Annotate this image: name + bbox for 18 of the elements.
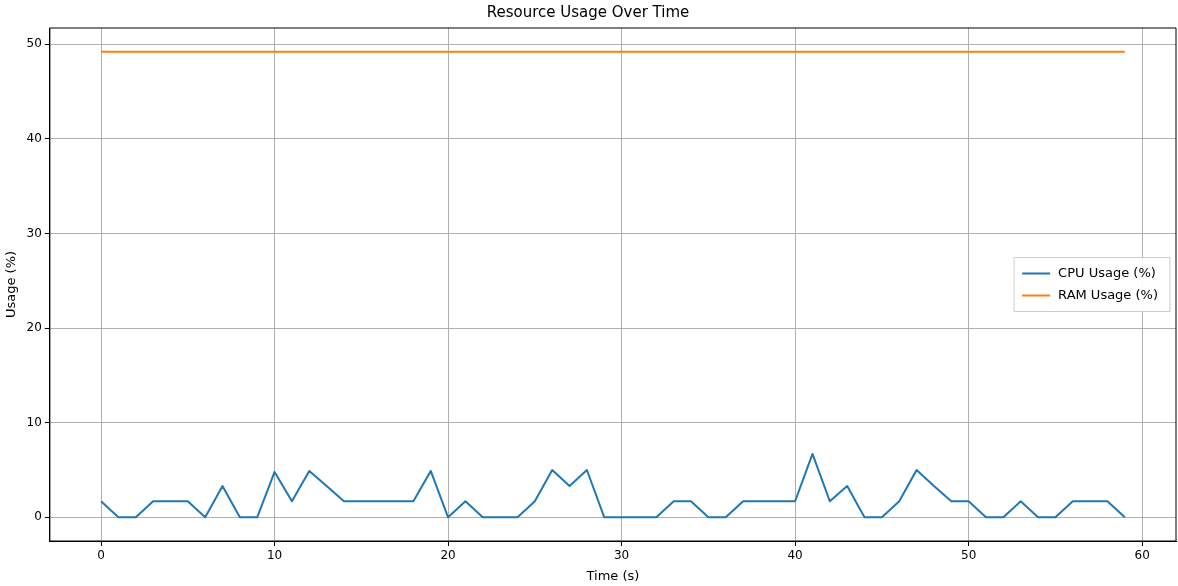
y-tick-label: 40 [26, 130, 42, 145]
y-tick-label: 30 [26, 225, 42, 240]
y-axis-title: Usage (%) [3, 250, 19, 319]
chart-title: Resource Usage Over Time [486, 2, 690, 21]
y-tick-label: 10 [26, 414, 42, 429]
x-axis-title: Time (s) [585, 567, 640, 583]
legend-label: RAM Usage (%) [1058, 286, 1159, 302]
x-tick-label: 30 [613, 548, 630, 563]
legend-label: CPU Usage (%) [1058, 264, 1156, 280]
y-tick-label: 20 [26, 320, 42, 335]
y-tick-label: 0 [34, 509, 42, 524]
y-tick-label: 50 [26, 36, 42, 51]
x-tick-label: 50 [961, 548, 977, 563]
x-tick-label: 0 [97, 548, 105, 563]
x-tick-label: 60 [1134, 548, 1150, 563]
x-tick-label: 20 [440, 548, 456, 563]
x-tick-label: 10 [266, 548, 283, 563]
x-tick-label: 40 [787, 548, 803, 563]
